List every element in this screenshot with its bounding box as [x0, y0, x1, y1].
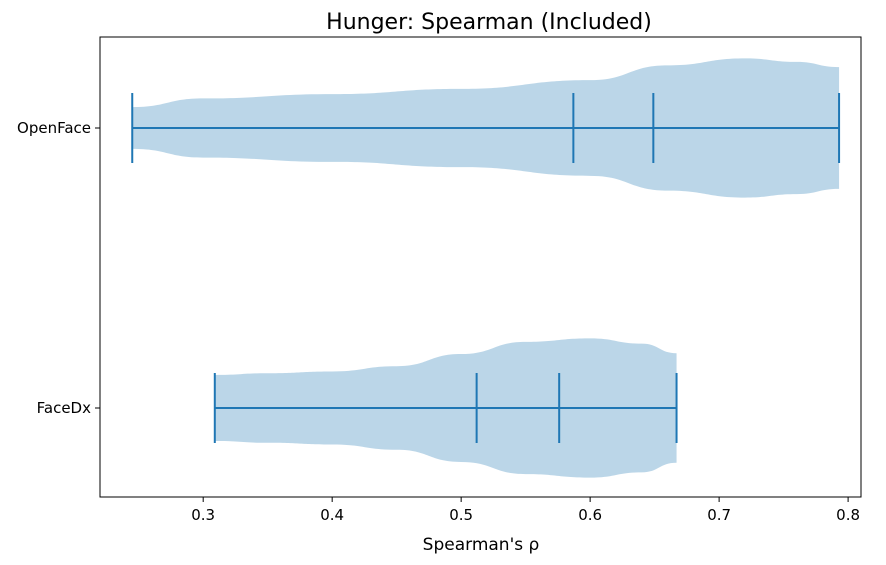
x-tick-label: 0.3 [191, 506, 215, 524]
x-axis: 0.3 0.4 0.5 0.6 0.7 0.8 [191, 497, 860, 524]
x-tick-label: 0.4 [320, 506, 344, 524]
x-tick-label: 0.6 [578, 506, 602, 524]
y-tick-label: OpenFace [17, 119, 91, 137]
x-tick-label: 0.5 [449, 506, 473, 524]
x-tick-label: 0.8 [836, 506, 860, 524]
plot-area [131, 58, 841, 478]
plot-frame [99, 36, 862, 498]
chart-title: Hunger: Spearman (Included) [326, 10, 652, 35]
x-tick-label: 0.7 [707, 506, 731, 524]
x-axis-label: Spearman's ρ [423, 535, 540, 555]
y-tick-label: FaceDx [37, 399, 91, 417]
y-axis: OpenFace FaceDx [17, 119, 100, 417]
